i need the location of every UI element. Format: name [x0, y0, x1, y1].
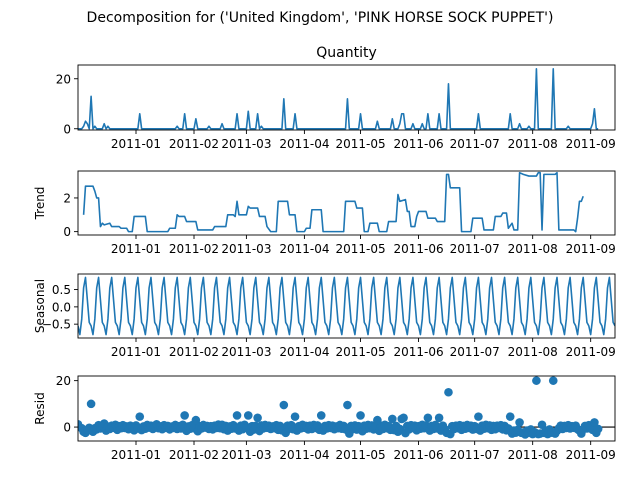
resid-point	[253, 413, 262, 423]
x-tick-label: 2011-08	[508, 242, 558, 256]
resid-point	[590, 418, 599, 427]
x-tick-label: 2011-02	[169, 137, 219, 151]
series-line	[78, 276, 615, 336]
x-tick-label: 2011-02	[169, 242, 219, 256]
subplot-3: 2011-01 2011-02 2011-03 2011-04 2011-05 2011-…	[33, 273, 616, 359]
resid-point	[423, 413, 433, 423]
axes-frame	[77, 273, 616, 339]
series-line	[78, 67, 599, 130]
series-line	[82, 171, 584, 233]
resid-point	[444, 387, 453, 397]
x-tick-label: 2011-08	[508, 448, 558, 462]
x-tick-label: 2011-04	[279, 137, 329, 151]
x-tick-label: 2011-07	[450, 345, 500, 359]
x-tick-label: 2011-04	[279, 345, 329, 359]
resid-point	[474, 412, 483, 421]
x-tick-label: 2011-05	[335, 448, 385, 462]
axes-frame	[77, 375, 616, 442]
resid-point	[279, 400, 289, 410]
x-tick-label: 2011-07	[450, 242, 500, 256]
x-tick-label: 2011-09	[566, 345, 616, 359]
resid-point	[232, 411, 242, 420]
resid-point	[399, 413, 408, 423]
x-tick-label: 2011-02	[169, 345, 219, 359]
x-tick-label: 2011-01	[111, 448, 161, 462]
x-tick-label: 2011-06	[393, 242, 443, 256]
y-tick-label: 0	[63, 122, 71, 136]
resid-point	[373, 415, 382, 425]
subplot-title: Quantity	[316, 45, 377, 61]
x-tick-label: 2011-03	[221, 345, 271, 359]
resid-point	[548, 376, 558, 385]
x-tick-label: 2011-08	[508, 345, 558, 359]
resid-point	[515, 418, 524, 427]
resid-point	[388, 414, 397, 424]
resid-point	[343, 400, 352, 410]
plot-area	[78, 276, 615, 336]
resid-point	[434, 413, 444, 423]
resid-point	[180, 411, 189, 420]
resid-point	[505, 412, 515, 421]
y-tick-label: 2	[63, 191, 71, 205]
subplot-2: 2011-01 2011-02 2011-03 2011-04 2011-05 2011-…	[33, 170, 616, 256]
resid-point	[532, 376, 541, 385]
resid-point	[316, 411, 326, 420]
x-tick-label: 2011-04	[279, 448, 329, 462]
y-tick-label: −0.5	[42, 318, 71, 332]
resid-point	[593, 424, 603, 434]
x-tick-label: 2011-07	[450, 137, 500, 151]
x-tick-label: 2011-06	[393, 345, 443, 359]
x-tick-label: 2011-01	[111, 137, 161, 151]
plot-area	[78, 67, 599, 130]
x-tick-label: 2011-01	[111, 242, 161, 256]
x-tick-label: 2011-03	[221, 137, 271, 151]
x-tick-label: 2011-07	[450, 448, 500, 462]
x-tick-label: 2011-09	[566, 242, 616, 256]
subplot-4: 2011-01 2011-02 2011-03 2011-04 2011-05 2011-…	[33, 374, 616, 462]
axes-frame	[77, 64, 616, 131]
resid-point	[356, 411, 365, 420]
subplot-1: 2011-01 2011-02 2011-03 2011-04 2011-05 2011-…	[56, 45, 616, 151]
y-tick-label: 0.5	[52, 283, 71, 297]
y-tick-label: 0	[63, 421, 71, 435]
axes-frame	[77, 170, 616, 236]
y-axis-label: Resid	[33, 392, 47, 424]
y-tick-label: 0	[63, 225, 71, 239]
x-tick-label: 2011-03	[221, 242, 271, 256]
y-tick-label: 20	[56, 374, 71, 388]
x-tick-label: 2011-09	[566, 448, 616, 462]
y-tick-label: 0.0	[52, 300, 71, 314]
resid-point	[135, 412, 145, 421]
x-tick-label: 2011-03	[221, 448, 271, 462]
plot-area	[82, 171, 584, 233]
x-tick-label: 2011-05	[335, 242, 385, 256]
x-tick-label: 2011-01	[111, 345, 161, 359]
x-tick-label: 2011-04	[279, 242, 329, 256]
y-tick-label: 20	[56, 72, 71, 86]
y-axis-label: Seasonal	[33, 279, 47, 333]
resid-point	[191, 415, 201, 425]
y-axis-label: Trend	[33, 187, 47, 221]
resid-point	[290, 412, 300, 421]
subplots: 2011-01 2011-02 2011-03 2011-04 2011-05 2011-…	[33, 45, 616, 462]
x-tick-label: 2011-06	[393, 137, 443, 151]
x-tick-label: 2011-05	[335, 137, 385, 151]
x-tick-label: 2011-08	[508, 137, 558, 151]
x-tick-label: 2011-09	[566, 137, 616, 151]
x-tick-label: 2011-06	[393, 448, 443, 462]
x-tick-label: 2011-05	[335, 345, 385, 359]
figure-title: Decomposition for ('United Kingdom', 'PI…	[87, 10, 554, 26]
resid-point	[243, 411, 253, 420]
x-tick-label: 2011-02	[169, 448, 219, 462]
resid-point	[86, 399, 96, 409]
plot-area	[78, 376, 615, 439]
